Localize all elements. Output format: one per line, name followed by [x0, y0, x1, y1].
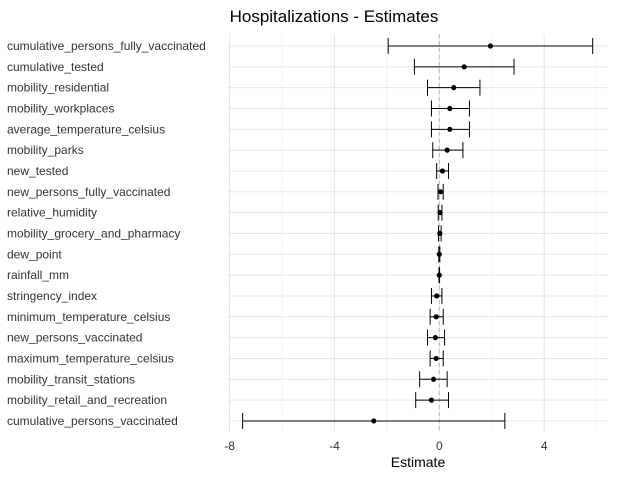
chart-title: Hospitalizations - Estimates [230, 7, 439, 26]
estimate-point [433, 314, 439, 320]
estimate-row [437, 225, 443, 242]
estimate-point [434, 293, 440, 299]
grid-layer [228, 34, 608, 432]
x-tick-label: 0 [436, 439, 443, 453]
estimate-row [242, 412, 506, 429]
x-tick-labels: -8 -4 0 4 [224, 439, 548, 453]
estimate-row [430, 121, 470, 138]
estimate-point [371, 418, 377, 424]
estimate-point [437, 230, 443, 237]
estimate-row [432, 142, 464, 159]
y-tick-label: cumulative_persons_fully_vaccinated [7, 39, 206, 53]
y-tick-label: mobility_residential [7, 81, 109, 95]
estimate-row [436, 246, 442, 263]
y-tick-label: mobility_parks [7, 143, 84, 157]
estimate-row [437, 204, 443, 221]
y-tick-label: cumulative_tested [7, 60, 104, 74]
estimate-row [436, 162, 449, 179]
marks-layer [242, 38, 594, 429]
y-tick-labels: cumulative_persons_fully_vaccinatedcumul… [7, 39, 206, 428]
x-tick-label: 4 [541, 439, 548, 453]
estimate-point [447, 126, 453, 132]
estimate-point [444, 147, 450, 153]
y-tick-label: maximum_temperature_celsius [7, 351, 174, 365]
y-tick-label: mobility_transit_stations [7, 372, 135, 386]
estimate-row [427, 329, 446, 346]
y-tick-label: mobility_grocery_and_pharmacy [7, 226, 180, 240]
y-tick-label: new_persons_fully_vaccinated [7, 185, 170, 199]
estimate-point [436, 251, 442, 257]
estimate-point [439, 168, 446, 174]
x-axis-label: Estimate [391, 454, 446, 470]
estimate-point [447, 105, 453, 112]
estimate-row [429, 350, 444, 367]
estimate-point [428, 397, 435, 403]
estimate-point [432, 335, 438, 341]
y-tick-label: minimum_temperature_celsius [7, 310, 170, 324]
estimate-row [430, 100, 470, 117]
estimate-point [430, 376, 437, 382]
estimate-row [430, 287, 443, 304]
x-tick-label: -4 [329, 439, 340, 453]
estimate-row [387, 38, 594, 54]
estimate-row [415, 392, 449, 409]
y-tick-label: mobility_workplaces [7, 101, 114, 115]
estimate-row [413, 58, 515, 75]
y-tick-label: new_tested [7, 164, 68, 178]
x-tick-label: -8 [224, 439, 235, 453]
y-tick-label: mobility_retail_and_recreation [7, 393, 167, 407]
estimate-point [436, 272, 442, 278]
estimate-point [437, 210, 443, 216]
estimate-point [487, 43, 494, 49]
y-tick-label: average_temperature_celsius [7, 122, 165, 136]
y-tick-label: dew_point [7, 247, 62, 261]
y-tick-label: cumulative_persons_vaccinated [7, 414, 178, 428]
estimate-point [438, 189, 444, 195]
y-tick-label: stringency_index [7, 289, 97, 303]
y-tick-label: new_persons_vaccinated [7, 331, 142, 345]
estimate-point [433, 355, 439, 362]
estimate-row [427, 79, 481, 96]
estimate-row [419, 371, 448, 388]
estimate-row [429, 308, 444, 325]
estimate-row [437, 183, 444, 200]
estimate-point [461, 64, 467, 70]
estimate-row [436, 267, 442, 284]
estimate-point [451, 85, 457, 91]
y-tick-label: rainfall_mm [7, 268, 69, 282]
y-tick-label: relative_humidity [7, 206, 97, 220]
